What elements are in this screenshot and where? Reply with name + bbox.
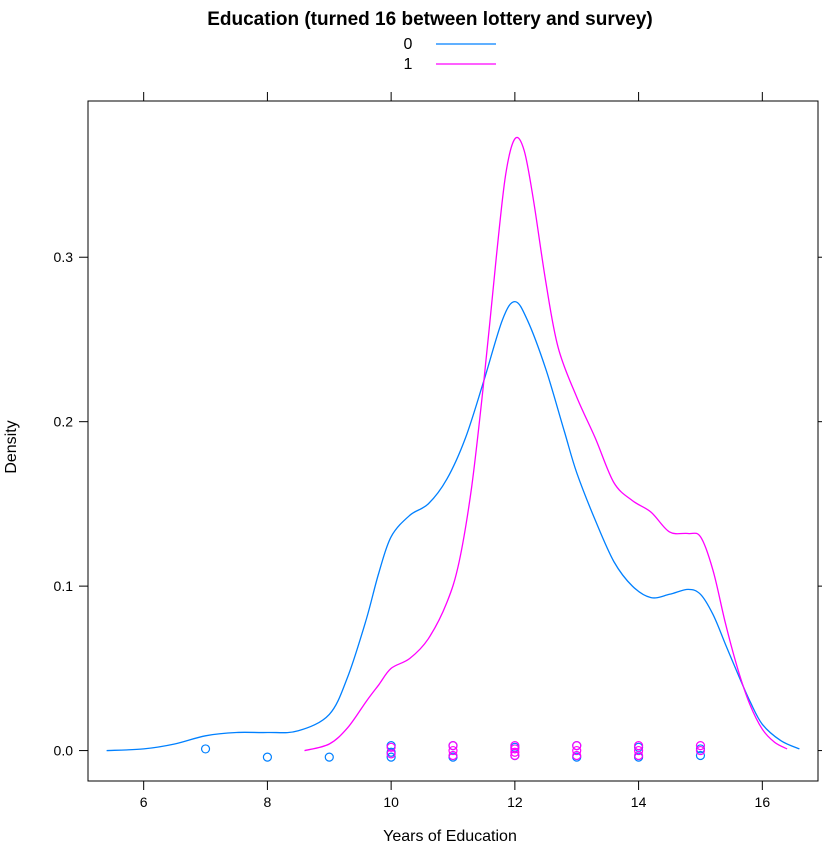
density-line-1 [304, 136, 788, 752]
rug-point-0 [386, 752, 396, 762]
rug-point-1 [633, 750, 644, 761]
legend-label-1: 1 [404, 56, 413, 73]
x-tick-label: 6 [140, 794, 148, 810]
legend: 01 [404, 36, 496, 73]
rug-point-0 [695, 750, 706, 761]
y-axis-label: Density [3, 420, 20, 473]
rug-point-1 [510, 750, 520, 761]
x-tick-label: 16 [755, 794, 771, 810]
rug-point-0 [200, 744, 211, 754]
rug-layer [200, 741, 706, 762]
rug-point-1 [448, 750, 458, 761]
y-tick-label: 0.2 [54, 414, 74, 430]
rug-point-1 [572, 745, 582, 756]
density-line-0 [106, 300, 800, 752]
rug-point-1 [695, 741, 706, 751]
rug-point-1 [448, 745, 458, 756]
chart-title: Education (turned 16 between lottery and… [207, 9, 653, 30]
rug-point-1 [572, 741, 582, 751]
axes: 6 8 10 12 14 16 0.0 0.1 0.2 0.3 [54, 92, 822, 810]
x-tick-label: 14 [631, 794, 647, 810]
x-tick-label: 8 [264, 794, 272, 810]
rug-point-1 [572, 750, 582, 761]
y-tick-label: 0.0 [54, 743, 74, 759]
rug-point-1 [386, 742, 396, 752]
y-tick-label: 0.1 [54, 578, 74, 594]
rug-point-0 [324, 752, 334, 762]
rug-point-1 [386, 749, 396, 759]
rug-point-1 [510, 747, 520, 757]
rug-point-1 [448, 741, 458, 751]
x-tick-label: 12 [507, 794, 523, 810]
rug-point-1 [633, 745, 644, 756]
rug-point-1 [510, 741, 520, 751]
y-tick-label: 0.3 [54, 249, 74, 265]
rug-point-1 [510, 744, 520, 754]
legend-label-0: 0 [404, 36, 413, 53]
x-tick-label: 10 [383, 794, 399, 810]
plot-frame [87, 100, 819, 782]
rug-point-1 [633, 741, 644, 751]
x-axis-label: Years of Education [383, 828, 517, 845]
rug-point-1 [695, 745, 706, 756]
rug-point-0 [262, 752, 273, 762]
series-layer [106, 136, 800, 752]
